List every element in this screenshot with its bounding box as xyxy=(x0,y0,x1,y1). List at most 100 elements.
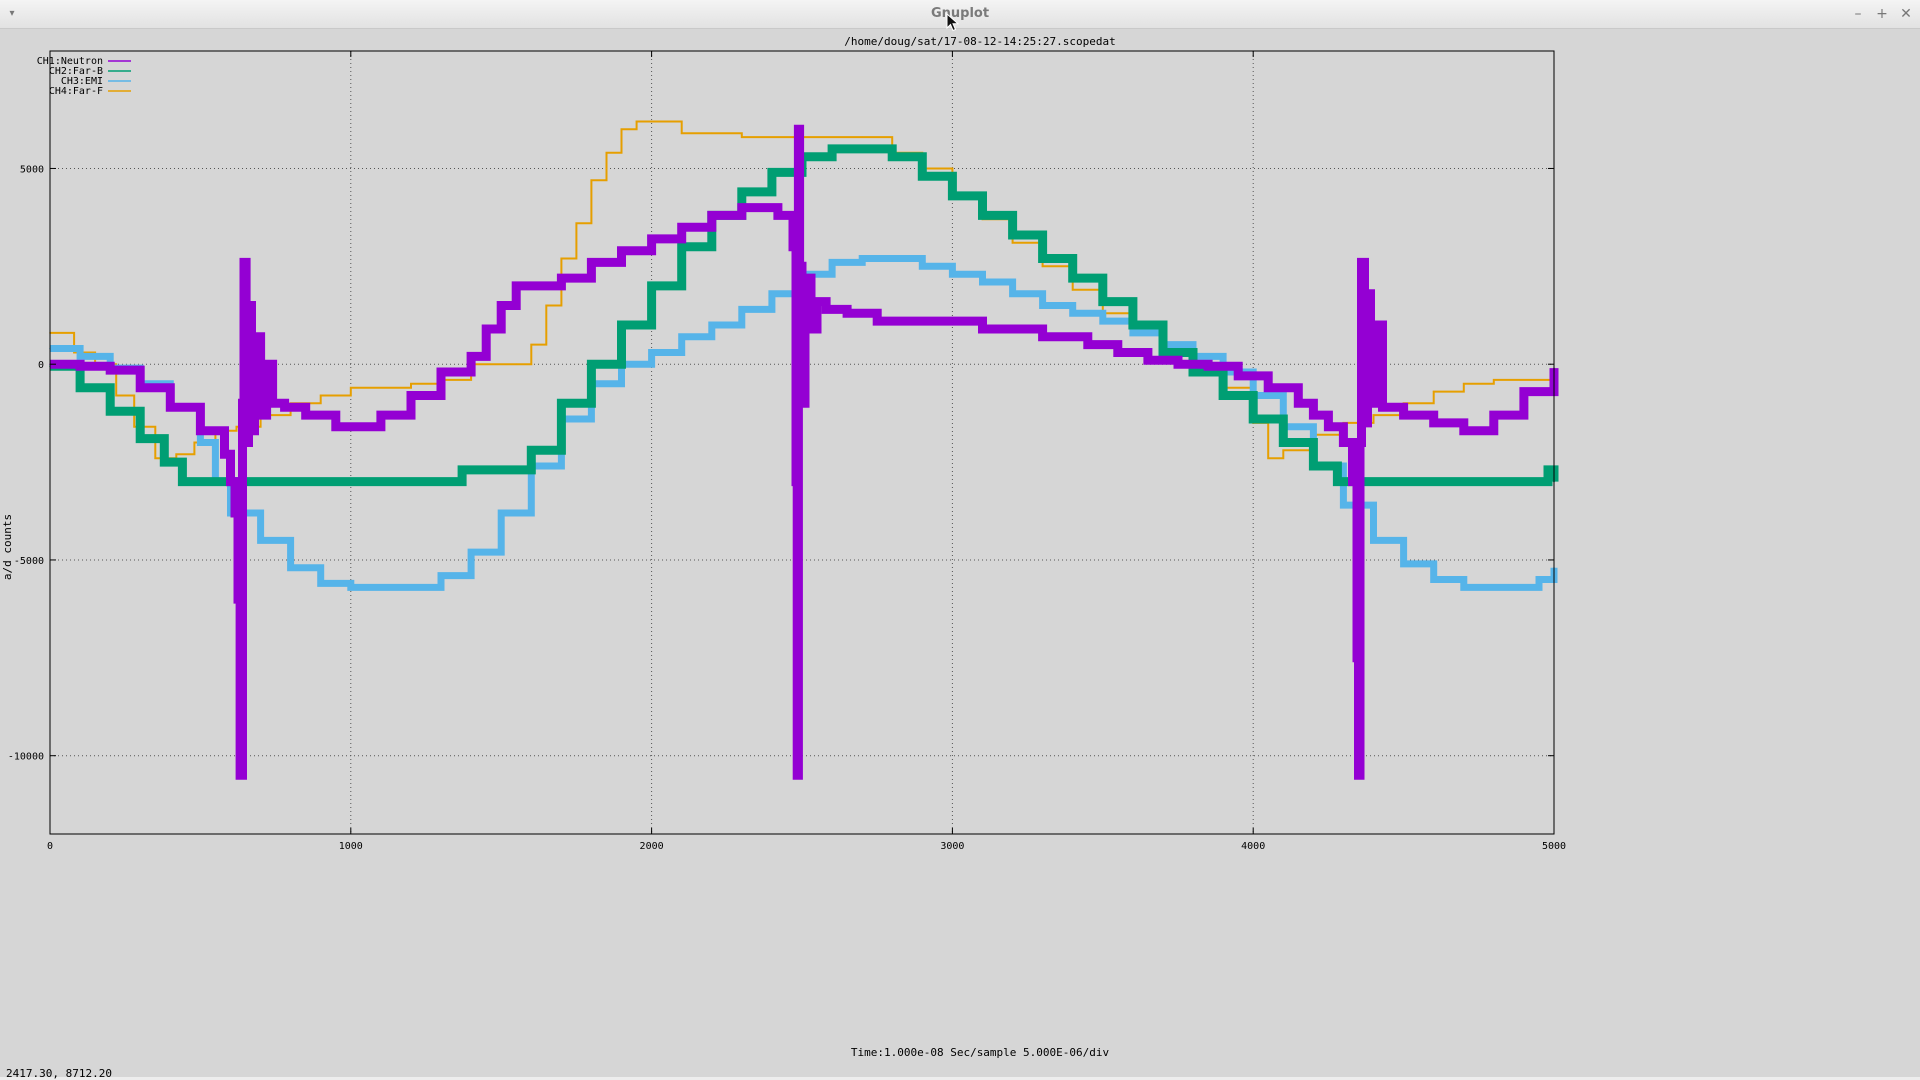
data-point-ch4 xyxy=(133,426,136,428)
data-point-ch2 xyxy=(1252,418,1254,420)
data-point-ch1 xyxy=(1356,657,1358,659)
data-point-ch3 xyxy=(1402,563,1405,565)
data-point-ch1 xyxy=(234,512,236,514)
data-point-ch2 xyxy=(620,324,623,326)
data-point-ch3 xyxy=(951,273,954,275)
data-point-ch1 xyxy=(169,406,172,409)
data-point-ch4 xyxy=(319,394,322,397)
data-point-ch1 xyxy=(1432,422,1435,424)
data-point-ch1 xyxy=(253,335,256,338)
data-point-ch1 xyxy=(777,214,779,217)
data-point-ch3 xyxy=(921,265,924,268)
data-point-ch4 xyxy=(530,343,533,346)
series-layer xyxy=(49,120,1559,780)
data-point-ch3 xyxy=(470,551,472,553)
data-point-ch1 xyxy=(304,414,307,416)
data-point-ch1 xyxy=(1177,363,1179,366)
data-point-ch3 xyxy=(410,586,412,589)
data-point-ch4 xyxy=(1267,457,1270,459)
data-point-ch1 xyxy=(560,277,563,279)
y-tick-label: 0 xyxy=(38,360,44,371)
data-point-ch1 xyxy=(500,304,503,307)
data-point-ch1 xyxy=(951,320,954,322)
data-point-ch2 xyxy=(181,480,184,483)
data-point-ch4 xyxy=(350,386,352,389)
data-point-ch1 xyxy=(241,402,244,405)
data-point-ch1 xyxy=(795,480,797,483)
data-point-ch1 xyxy=(825,308,827,311)
y-tick-label: -5000 xyxy=(14,556,44,567)
data-point-ch2 xyxy=(921,175,924,178)
data-point-ch1 xyxy=(283,406,286,409)
y-tick-label: -10000 xyxy=(8,752,44,763)
data-point-ch3 xyxy=(891,257,894,260)
data-point-ch1 xyxy=(1363,422,1366,424)
data-point-ch3 xyxy=(861,257,863,260)
data-point-ch1 xyxy=(810,328,812,330)
minimize-button[interactable]: – xyxy=(1854,6,1862,22)
data-point-ch4 xyxy=(545,304,548,307)
data-point-ch2 xyxy=(560,402,563,405)
data-point-ch4 xyxy=(515,363,518,366)
data-point-ch4 xyxy=(620,128,623,131)
data-point-ch4 xyxy=(1071,289,1074,291)
window-menu-icon[interactable]: ▾ xyxy=(9,8,15,19)
x-tick-label: 2000 xyxy=(640,841,664,852)
data-point-ch3 xyxy=(771,292,773,295)
data-point-ch1 xyxy=(1351,480,1354,483)
data-point-ch1 xyxy=(199,429,202,432)
maximize-button[interactable]: + xyxy=(1876,6,1888,22)
data-point-ch1 xyxy=(79,365,81,367)
x-tick-label: 5000 xyxy=(1542,841,1566,852)
data-point-ch2 xyxy=(981,214,984,217)
data-point-ch1 xyxy=(1117,351,1119,354)
data-point-ch1 xyxy=(1359,441,1361,444)
data-point-ch3 xyxy=(680,335,683,338)
data-point-ch1 xyxy=(245,441,247,444)
data-point-ch1 xyxy=(1342,441,1345,444)
data-point-ch1 xyxy=(1360,261,1363,264)
data-point-ch1 xyxy=(1297,402,1300,405)
series-line-ch4 xyxy=(50,120,1554,460)
data-point-ch2 xyxy=(1132,324,1134,326)
data-point-ch2 xyxy=(455,480,457,483)
data-point-ch4 xyxy=(175,453,178,456)
data-point-ch1 xyxy=(440,371,442,373)
data-point-ch1 xyxy=(981,328,984,330)
data-point-ch1 xyxy=(239,774,241,777)
data-point-ch4 xyxy=(154,457,157,459)
data-point-ch4 xyxy=(1372,414,1375,416)
data-point-ch4 xyxy=(710,132,713,135)
close-button[interactable]: ✕ xyxy=(1900,6,1912,22)
y-tick-label: 5000 xyxy=(20,164,44,175)
data-point-ch3 xyxy=(1011,292,1014,295)
data-point-ch1 xyxy=(846,312,848,315)
data-point-ch3 xyxy=(831,261,833,264)
data-point-ch2 xyxy=(1538,480,1540,483)
data-point-ch4 xyxy=(605,151,608,154)
data-point-ch1 xyxy=(1357,774,1360,777)
data-point-ch3 xyxy=(440,574,442,577)
data-point-ch2 xyxy=(1192,371,1194,373)
data-point-ch1 xyxy=(1312,414,1315,416)
data-point-ch1 xyxy=(798,265,801,268)
series-line-ch1 xyxy=(50,124,1559,780)
plot-canvas[interactable]: 0 1000 2000 3000 4000 5000 5000 0 -5000 -10000 CH… xyxy=(0,29,1920,1077)
chart: 0 1000 2000 3000 4000 5000 5000 0 -5000 -10000 CH… xyxy=(1,35,1566,1059)
data-point-ch4 xyxy=(1282,449,1285,452)
data-point-ch2 xyxy=(861,148,863,150)
data-point-ch1 xyxy=(223,453,226,456)
data-point-ch3 xyxy=(319,582,322,585)
data-point-ch2 xyxy=(1312,465,1315,467)
data-point-ch1 xyxy=(470,355,472,358)
data-point-ch3 xyxy=(1071,312,1074,315)
data-point-ch4 xyxy=(635,120,638,123)
data-point-ch4 xyxy=(1462,382,1465,385)
mouse-pointer-icon xyxy=(946,13,960,32)
data-point-ch3 xyxy=(350,586,352,589)
data-point-ch3 xyxy=(1102,320,1104,322)
data-point-ch2 xyxy=(461,469,463,471)
window-titlebar[interactable]: ▾ Gnuplot – + ✕ xyxy=(0,0,1920,29)
data-point-ch4 xyxy=(115,394,117,397)
data-point-ch1 xyxy=(515,285,518,287)
